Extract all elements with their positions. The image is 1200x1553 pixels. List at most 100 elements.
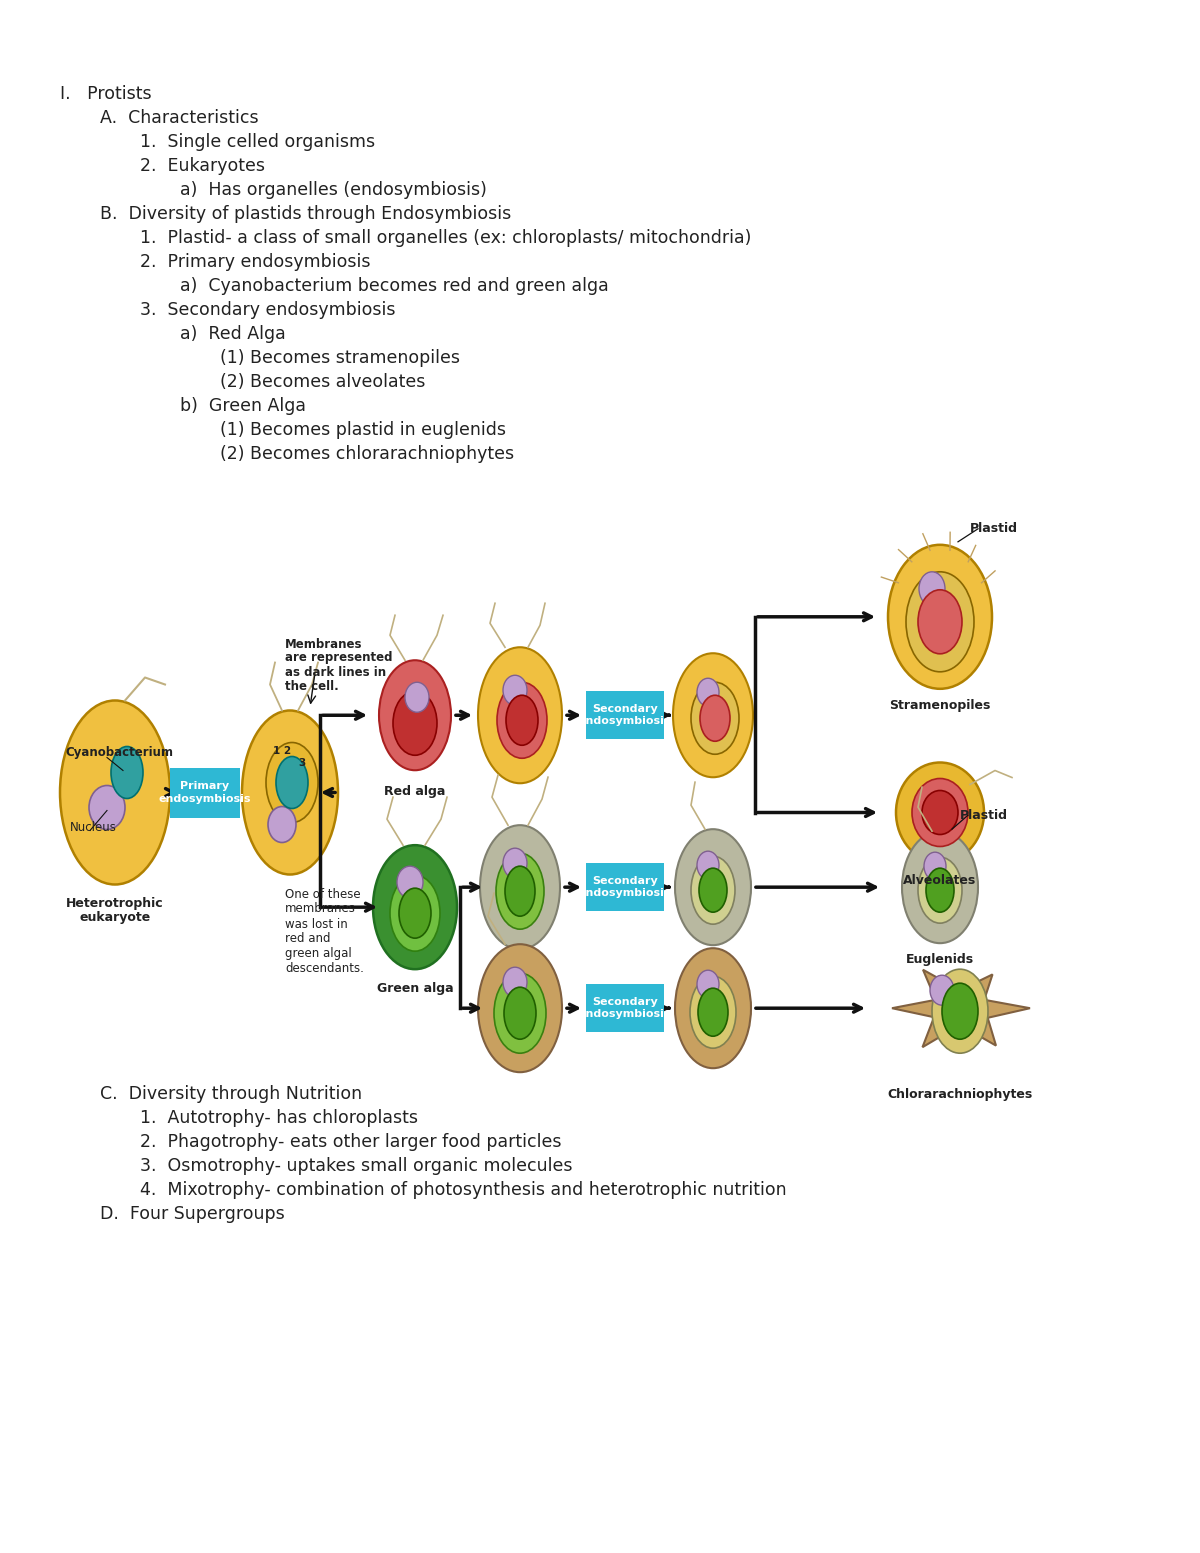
Ellipse shape (276, 756, 308, 809)
Text: descendants.: descendants. (286, 963, 364, 975)
Ellipse shape (397, 867, 424, 898)
Ellipse shape (478, 648, 562, 783)
Text: D.  Four Supergroups: D. Four Supergroups (100, 1205, 284, 1224)
Ellipse shape (503, 848, 527, 877)
Ellipse shape (896, 763, 984, 862)
Text: 4.  Mixotrophy- combination of photosynthesis and heterotrophic nutrition: 4. Mixotrophy- combination of photosynth… (140, 1180, 787, 1199)
Text: 2.  Primary endosymbiosis: 2. Primary endosymbiosis (140, 253, 371, 272)
FancyBboxPatch shape (586, 863, 664, 912)
Text: Red alga: Red alga (384, 786, 445, 798)
Text: red and: red and (286, 932, 330, 946)
Ellipse shape (700, 696, 730, 741)
Ellipse shape (497, 682, 547, 758)
Text: Heterotrophic: Heterotrophic (66, 896, 164, 910)
Ellipse shape (89, 786, 125, 829)
Ellipse shape (60, 700, 170, 885)
Ellipse shape (503, 676, 527, 705)
Text: Secondary
endosymbiosis: Secondary endosymbiosis (578, 876, 671, 898)
Text: Stramenopiles: Stramenopiles (889, 699, 991, 711)
Text: Alveolates: Alveolates (904, 874, 977, 887)
Text: C.  Diversity through Nutrition: C. Diversity through Nutrition (100, 1086, 362, 1103)
Ellipse shape (266, 742, 318, 823)
Text: 3.  Secondary endosymbiosis: 3. Secondary endosymbiosis (140, 301, 396, 318)
Ellipse shape (504, 988, 536, 1039)
Text: membranes: membranes (286, 902, 356, 916)
Ellipse shape (268, 806, 296, 842)
FancyBboxPatch shape (586, 691, 664, 739)
Text: Membranes: Membranes (286, 637, 362, 651)
Ellipse shape (918, 857, 962, 922)
Ellipse shape (942, 983, 978, 1039)
Ellipse shape (698, 988, 728, 1036)
Text: the cell.: the cell. (286, 680, 338, 693)
Text: Cyanobacterium: Cyanobacterium (65, 745, 173, 759)
Ellipse shape (912, 778, 968, 846)
Ellipse shape (919, 572, 946, 606)
Ellipse shape (924, 853, 946, 881)
Ellipse shape (926, 868, 954, 912)
Text: as dark lines in: as dark lines in (286, 666, 386, 679)
Text: b)  Green Alga: b) Green Alga (180, 398, 306, 415)
Text: are represented: are represented (286, 652, 392, 665)
Ellipse shape (691, 856, 734, 924)
Text: a)  Red Alga: a) Red Alga (180, 325, 286, 343)
Text: Chlorarachniophytes: Chlorarachniophytes (887, 1089, 1033, 1101)
Text: Plastid: Plastid (970, 522, 1018, 534)
Ellipse shape (478, 944, 562, 1072)
Ellipse shape (674, 829, 751, 946)
Text: eukaryote: eukaryote (79, 912, 151, 924)
Ellipse shape (932, 969, 988, 1053)
Ellipse shape (930, 975, 954, 1005)
Ellipse shape (394, 691, 437, 755)
Ellipse shape (379, 660, 451, 770)
Text: 3: 3 (299, 758, 306, 767)
Ellipse shape (674, 949, 751, 1068)
Ellipse shape (506, 696, 538, 745)
Ellipse shape (480, 825, 560, 949)
Ellipse shape (505, 867, 535, 916)
Text: 2.  Phagotrophy- eats other larger food particles: 2. Phagotrophy- eats other larger food p… (140, 1134, 562, 1151)
Text: a)  Has organelles (endosymbiosis): a) Has organelles (endosymbiosis) (180, 182, 487, 199)
Ellipse shape (112, 747, 143, 798)
Polygon shape (892, 969, 1030, 1047)
FancyBboxPatch shape (586, 985, 664, 1033)
Text: 1.  Autotrophy- has chloroplasts: 1. Autotrophy- has chloroplasts (140, 1109, 418, 1127)
Ellipse shape (922, 790, 958, 834)
Text: Plastid: Plastid (960, 809, 1008, 822)
Ellipse shape (906, 572, 974, 672)
Text: B.  Diversity of plastids through Endosymbiosis: B. Diversity of plastids through Endosym… (100, 205, 511, 224)
Ellipse shape (494, 974, 546, 1053)
Ellipse shape (698, 868, 727, 912)
Text: 1.  Plastid- a class of small organelles (ex: chloroplasts/ mitochondria): 1. Plastid- a class of small organelles … (140, 228, 751, 247)
Ellipse shape (673, 654, 754, 776)
Text: 1.  Single celled organisms: 1. Single celled organisms (140, 134, 376, 151)
Text: 3.  Osmotrophy- uptakes small organic molecules: 3. Osmotrophy- uptakes small organic mol… (140, 1157, 572, 1176)
Ellipse shape (918, 590, 962, 654)
Text: (2) Becomes alveolates: (2) Becomes alveolates (220, 373, 425, 391)
Ellipse shape (690, 977, 736, 1048)
Text: A.  Characteristics: A. Characteristics (100, 109, 259, 127)
FancyBboxPatch shape (170, 767, 240, 817)
Ellipse shape (398, 888, 431, 938)
Ellipse shape (697, 851, 719, 879)
Text: (1) Becomes stramenopiles: (1) Becomes stramenopiles (220, 349, 460, 367)
Ellipse shape (242, 711, 338, 874)
Text: One of these: One of these (286, 887, 361, 901)
Text: was lost in: was lost in (286, 918, 348, 930)
Text: Green alga: Green alga (377, 981, 454, 995)
Ellipse shape (888, 545, 992, 690)
Ellipse shape (406, 682, 430, 713)
Ellipse shape (697, 679, 719, 707)
Ellipse shape (390, 876, 440, 950)
Text: a)  Cyanobacterium becomes red and green alga: a) Cyanobacterium becomes red and green … (180, 276, 608, 295)
Ellipse shape (902, 831, 978, 943)
Text: (2) Becomes chlorarachniophytes: (2) Becomes chlorarachniophytes (220, 446, 514, 463)
Text: (1) Becomes plastid in euglenids: (1) Becomes plastid in euglenids (220, 421, 506, 439)
Text: green algal: green algal (286, 947, 352, 960)
Text: Secondary
endosymbiosis: Secondary endosymbiosis (578, 704, 671, 727)
Ellipse shape (697, 971, 719, 999)
Text: Secondary
endosymbiosis: Secondary endosymbiosis (578, 997, 671, 1019)
Ellipse shape (373, 845, 457, 969)
Ellipse shape (496, 853, 544, 929)
Text: Primary
endosymbiosis: Primary endosymbiosis (158, 781, 251, 804)
